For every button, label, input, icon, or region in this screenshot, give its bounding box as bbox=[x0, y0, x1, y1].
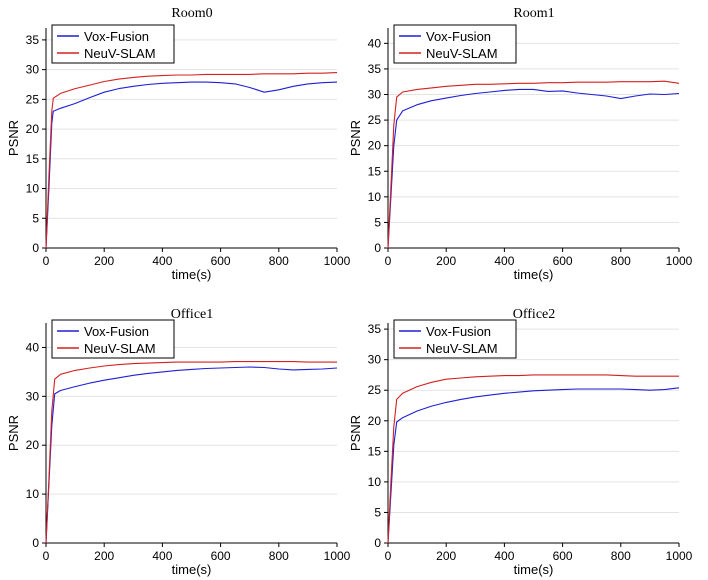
chart-title: Room1 bbox=[513, 6, 554, 21]
x-tick-label: 0 bbox=[385, 254, 392, 268]
x-tick-label: 600 bbox=[211, 254, 231, 268]
legend-label: Vox-Fusion bbox=[84, 324, 149, 339]
series-line-neuv-slam bbox=[45, 72, 338, 249]
y-tick-label: 15 bbox=[26, 152, 40, 166]
x-tick-label: 600 bbox=[553, 254, 573, 268]
legend-label: NeuV-SLAM bbox=[426, 341, 498, 356]
x-tick-label: 1000 bbox=[324, 254, 351, 268]
y-tick-label: 40 bbox=[368, 36, 382, 50]
legend-box bbox=[393, 24, 517, 64]
y-tick-label: 10 bbox=[26, 487, 40, 501]
legend-label: Vox-Fusion bbox=[426, 29, 491, 44]
series-line-neuv-slam bbox=[45, 361, 337, 544]
x-tick-label: 800 bbox=[611, 549, 631, 563]
series-line-vox-fusion bbox=[45, 81, 338, 249]
legend-box bbox=[51, 24, 175, 64]
series-line-vox-fusion bbox=[387, 387, 680, 544]
legend-label: NeuV-SLAM bbox=[84, 46, 156, 61]
x-tick-label: 1000 bbox=[666, 549, 693, 563]
x-tick-label: 600 bbox=[553, 549, 573, 563]
legend-label: NeuV-SLAM bbox=[426, 46, 498, 61]
y-axis-label: PSNR bbox=[6, 415, 21, 451]
y-axis-label: PSNR bbox=[348, 120, 363, 156]
series-line-neuv-slam bbox=[387, 80, 680, 249]
x-tick-label: 0 bbox=[385, 549, 392, 563]
chart-title: Office2 bbox=[513, 307, 556, 322]
y-tick-label: 35 bbox=[368, 322, 382, 336]
x-tick-label: 800 bbox=[269, 254, 289, 268]
x-axis-label: time(s) bbox=[514, 267, 554, 282]
x-axis-label: time(s) bbox=[172, 267, 212, 282]
y-tick-label: 0 bbox=[374, 536, 381, 550]
series-line-neuv-slam bbox=[387, 374, 679, 544]
y-tick-label: 25 bbox=[26, 92, 40, 106]
y-tick-label: 25 bbox=[368, 383, 382, 397]
legend-box bbox=[51, 319, 175, 359]
y-tick-label: 30 bbox=[368, 88, 382, 102]
x-tick-label: 400 bbox=[494, 254, 514, 268]
x-axis-label: time(s) bbox=[172, 562, 212, 577]
chart-title: Room0 bbox=[171, 6, 212, 21]
y-tick-label: 20 bbox=[368, 414, 382, 428]
y-tick-label: 0 bbox=[32, 536, 39, 550]
legend-label: Vox-Fusion bbox=[84, 29, 149, 44]
x-tick-label: 800 bbox=[611, 254, 631, 268]
y-tick-label: 5 bbox=[374, 215, 381, 229]
x-axis-label: time(s) bbox=[514, 562, 554, 577]
x-tick-label: 400 bbox=[494, 549, 514, 563]
x-tick-label: 400 bbox=[152, 549, 172, 563]
y-axis-label: PSNR bbox=[6, 120, 21, 156]
y-tick-label: 10 bbox=[26, 182, 40, 196]
legend-label: Vox-Fusion bbox=[426, 324, 491, 339]
y-tick-label: 30 bbox=[26, 63, 40, 77]
y-tick-label: 35 bbox=[368, 62, 382, 76]
x-tick-label: 200 bbox=[94, 549, 114, 563]
y-tick-label: 20 bbox=[26, 122, 40, 136]
legend-label: NeuV-SLAM bbox=[84, 341, 156, 356]
x-tick-label: 0 bbox=[43, 549, 50, 563]
y-tick-label: 30 bbox=[368, 353, 382, 367]
x-tick-label: 400 bbox=[152, 254, 172, 268]
y-tick-label: 5 bbox=[32, 211, 39, 225]
legend-box bbox=[393, 319, 517, 359]
y-axis-label: PSNR bbox=[348, 415, 363, 451]
y-tick-label: 5 bbox=[374, 505, 381, 519]
y-tick-label: 35 bbox=[26, 33, 40, 47]
series-line-vox-fusion bbox=[387, 88, 680, 249]
y-tick-label: 20 bbox=[26, 438, 40, 452]
chart-panel: Room0 0 5 10 15 20 25 30 35 0 200 400 600 800 1000 time… bbox=[6, 6, 351, 282]
y-tick-label: 20 bbox=[368, 139, 382, 153]
y-tick-label: 10 bbox=[368, 190, 382, 204]
x-tick-label: 600 bbox=[211, 549, 231, 563]
x-tick-label: 200 bbox=[436, 254, 456, 268]
y-tick-label: 15 bbox=[368, 444, 382, 458]
y-tick-label: 30 bbox=[26, 389, 40, 403]
x-tick-label: 200 bbox=[94, 254, 114, 268]
x-tick-label: 1000 bbox=[324, 549, 351, 563]
chart-panel: Office2 0 5 10 15 20 25 30 35 0 200 400 600 800 1000 ti… bbox=[348, 307, 693, 577]
y-tick-label: 15 bbox=[368, 164, 382, 178]
x-tick-label: 200 bbox=[436, 549, 456, 563]
chart-title: Office1 bbox=[171, 307, 214, 322]
y-tick-label: 0 bbox=[374, 241, 381, 255]
y-tick-label: 40 bbox=[26, 340, 40, 354]
y-tick-label: 25 bbox=[368, 113, 382, 127]
y-tick-label: 0 bbox=[32, 241, 39, 255]
x-tick-label: 1000 bbox=[666, 254, 693, 268]
x-tick-label: 0 bbox=[43, 254, 50, 268]
y-tick-label: 10 bbox=[368, 475, 382, 489]
series-line-vox-fusion bbox=[45, 366, 338, 544]
x-tick-label: 800 bbox=[269, 549, 289, 563]
